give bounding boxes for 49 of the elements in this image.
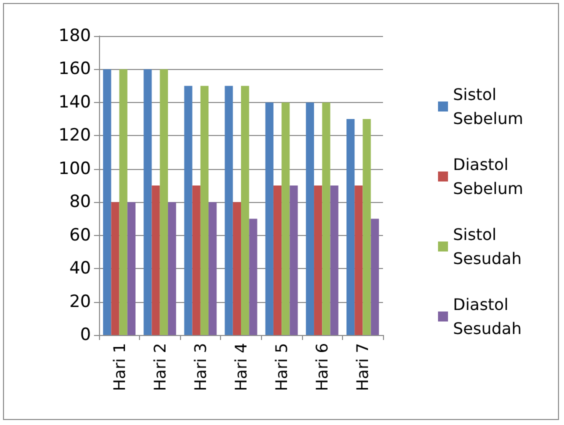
- legend-label: Sistol Sebelum: [453, 85, 524, 128]
- bar: [249, 218, 258, 335]
- bar: [224, 86, 233, 335]
- x-tick-label: Hari 6: [312, 343, 332, 392]
- x-tick-label: Hari 1: [110, 343, 129, 392]
- bar: [192, 186, 200, 335]
- bar: [160, 69, 168, 335]
- legend-label: Sistol Sesudah: [453, 225, 522, 268]
- bar: [265, 102, 274, 335]
- bar: [322, 102, 330, 335]
- bar: [208, 202, 217, 335]
- y-tick-label: 180: [58, 26, 91, 46]
- bar: [119, 69, 128, 335]
- x-tick-label: Hari 4: [232, 343, 250, 392]
- bar: [346, 119, 355, 335]
- bar: [144, 69, 152, 335]
- bar: [273, 186, 282, 335]
- y-tick-label: 60: [69, 225, 91, 246]
- y-tick-label: 140: [58, 92, 91, 112]
- y-tick-label: 0: [80, 325, 91, 345]
- bar: [370, 218, 379, 335]
- y-tick-label: 120: [58, 126, 91, 146]
- y-tick-label: 160: [58, 59, 91, 80]
- bar: [111, 202, 120, 335]
- bar: [184, 86, 192, 335]
- legend-label: Diastol Sesudah: [453, 295, 522, 338]
- bar: [127, 202, 136, 335]
- x-tick-label: Hari 3: [190, 343, 210, 392]
- bar: [290, 186, 298, 335]
- bar: [282, 102, 290, 335]
- y-tick-label: 20: [69, 292, 91, 312]
- bar: [354, 186, 363, 335]
- bar: [168, 202, 176, 335]
- bar: [103, 69, 112, 335]
- y-tick-label: 80: [69, 192, 91, 212]
- bar: [330, 186, 338, 335]
- y-tick-label: 100: [58, 158, 91, 179]
- bar: [362, 119, 371, 335]
- legend-label: Diastol Sebelum: [453, 155, 524, 198]
- bar: [306, 102, 314, 335]
- bar: [200, 86, 209, 335]
- bar: [241, 86, 250, 335]
- bar: [152, 186, 160, 335]
- x-tick-label: Hari 2: [150, 343, 170, 392]
- x-tick-label: Hari 5: [272, 343, 292, 392]
- y-tick-label: 40: [69, 258, 91, 279]
- bar: [232, 202, 241, 335]
- x-tick-label: Hari 7: [353, 343, 372, 392]
- bar: [314, 186, 322, 335]
